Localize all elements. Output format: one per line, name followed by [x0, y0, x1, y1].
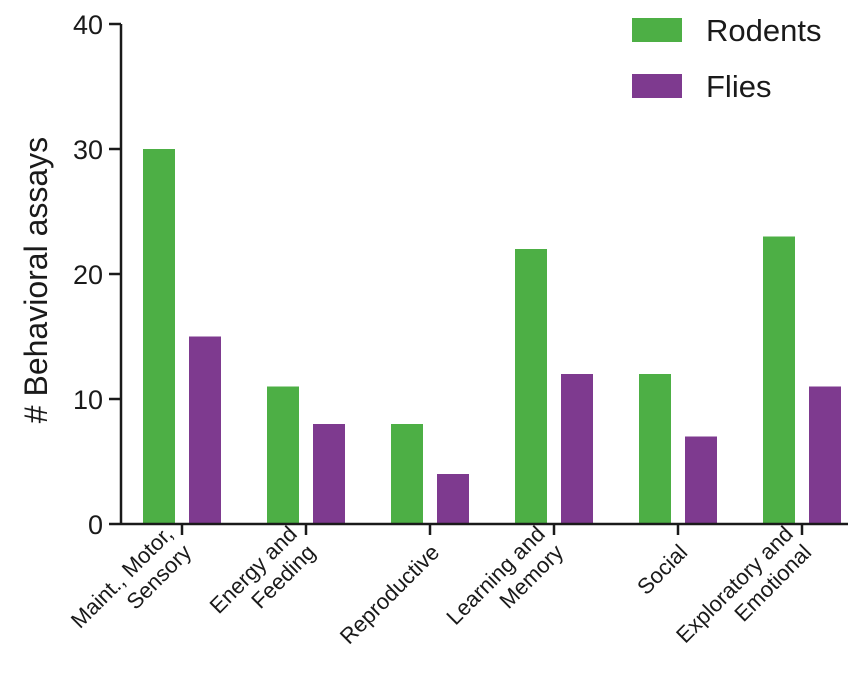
bar-rodents-4 [639, 374, 671, 524]
x-tick-label-line: Reproductive [335, 540, 444, 649]
bar-flies-4 [685, 436, 717, 524]
bar-flies-5 [809, 386, 841, 524]
x-tick-label: Maint., Motor,Sensory [66, 521, 196, 651]
bar-flies-0 [189, 336, 221, 524]
bar-flies-1 [313, 424, 345, 524]
x-tick-label: Learning andMemory [441, 521, 568, 648]
bar-flies-3 [561, 374, 593, 524]
legend: Rodents Flies [632, 13, 821, 104]
x-tick-labels: Maint., Motor,Sensory Energy andFeeding Re… [66, 521, 816, 666]
bar-rodents-0 [143, 149, 175, 524]
bar-rodents-1 [267, 386, 299, 524]
legend-swatch-flies [632, 74, 682, 98]
x-tick-label: Reproductive [335, 540, 444, 649]
bar-rodents-5 [763, 236, 795, 524]
bar-rodents-3 [515, 249, 547, 524]
x-tick-label: Social [632, 540, 692, 600]
bar-rodents-2 [391, 424, 423, 524]
y-tick-label: 40 [73, 10, 103, 40]
legend-label-flies: Flies [706, 69, 771, 104]
x-tick-label: Energy andFeeding [205, 521, 321, 637]
y-axis: 0 10 20 30 40 [73, 10, 123, 540]
y-tick-label: 10 [73, 385, 103, 415]
x-tick-label-line: Social [632, 540, 692, 600]
y-tick-label: 20 [73, 260, 103, 290]
legend-swatch-rodents [632, 18, 682, 42]
bars-group [143, 149, 841, 524]
y-tick-label: 0 [88, 510, 103, 540]
y-tick-label: 30 [73, 135, 103, 165]
y-axis-label: # Behavioral assays [18, 137, 54, 423]
x-axis [121, 522, 848, 535]
bar-flies-2 [437, 474, 469, 524]
legend-label-rodents: Rodents [706, 13, 821, 48]
x-tick-label: Exploratory andEmotional [671, 521, 816, 666]
